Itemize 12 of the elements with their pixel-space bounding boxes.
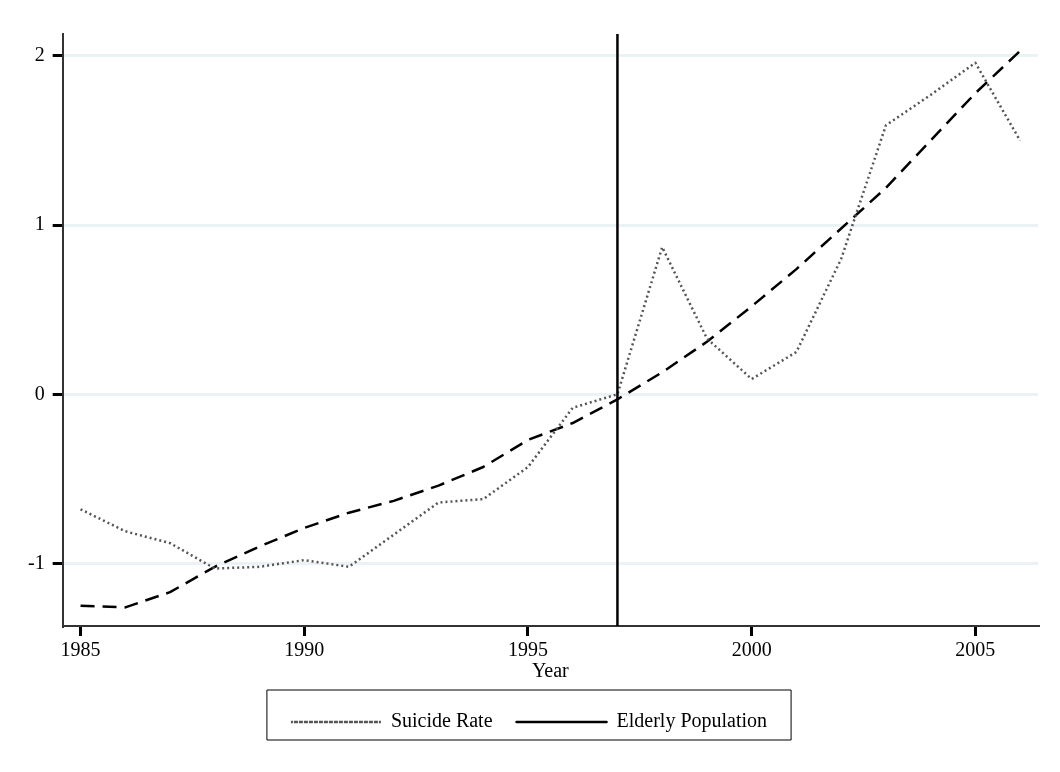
x-tick-label: 2000 xyxy=(731,638,772,661)
x-axis-title: Year xyxy=(531,659,570,682)
legend-label: Suicide Rate xyxy=(390,709,493,732)
x-tick-label: 1985 xyxy=(60,638,101,661)
x-tick-label: 1990 xyxy=(284,638,325,661)
y-tick-label: 0 xyxy=(34,381,45,404)
x-tick-label: 2005 xyxy=(955,638,996,661)
y-tick-label: 1 xyxy=(34,212,45,235)
legend-label: Elderly Population xyxy=(616,709,768,733)
y-tick-label: -1 xyxy=(27,550,45,573)
y-tick-label: 2 xyxy=(34,43,45,66)
x-tick-label: 1995 xyxy=(507,638,548,661)
